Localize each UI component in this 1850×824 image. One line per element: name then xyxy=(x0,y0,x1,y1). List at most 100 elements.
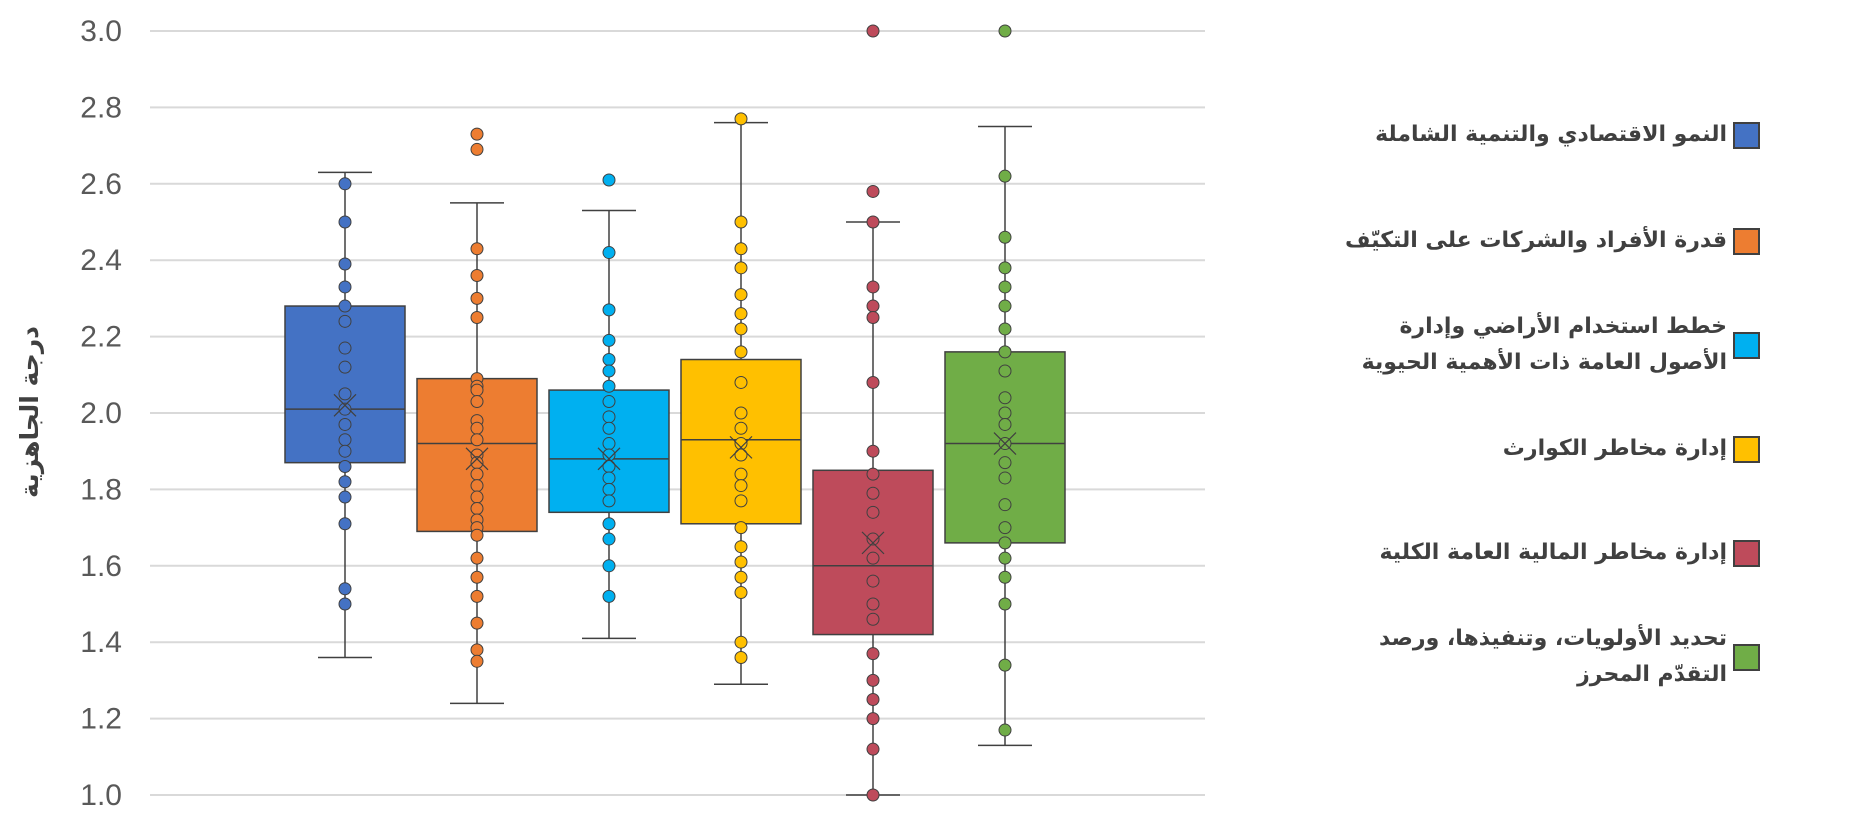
data-point xyxy=(602,303,616,317)
data-point xyxy=(998,24,1012,38)
mean-marker xyxy=(729,435,753,459)
data-point xyxy=(602,421,616,435)
data-point xyxy=(470,242,484,256)
legend-label: النمو الاقتصادي والتنمية الشاملة xyxy=(1375,122,1727,147)
data-point xyxy=(734,555,748,569)
legend-item: خطط استخدام الأراضي وإدارة الأصول العامة… xyxy=(1327,309,1760,381)
data-point xyxy=(998,406,1012,420)
legend-swatch xyxy=(1733,227,1760,255)
data-point xyxy=(866,673,880,687)
legend-label: قدرة الأفراد والشركات على التكيّف xyxy=(1345,228,1727,253)
data-point xyxy=(866,444,880,458)
data-point xyxy=(470,268,484,282)
data-point xyxy=(734,570,748,584)
data-point xyxy=(602,246,616,260)
data-point xyxy=(866,551,880,565)
data-point xyxy=(470,528,484,542)
mean-marker xyxy=(333,393,357,417)
data-point xyxy=(866,574,880,588)
box-group xyxy=(812,24,934,802)
data-point xyxy=(470,127,484,141)
data-point xyxy=(866,693,880,706)
data-point xyxy=(866,788,880,802)
data-point xyxy=(470,421,484,435)
data-point xyxy=(866,184,880,198)
data-point xyxy=(338,582,352,596)
data-point xyxy=(734,215,748,229)
data-point xyxy=(338,597,352,611)
data-point xyxy=(734,586,748,600)
data-point xyxy=(734,322,748,336)
legend-label: إدارة مخاطر المالية العامة الكلية xyxy=(1379,540,1727,565)
data-point xyxy=(734,242,748,256)
data-point xyxy=(338,459,352,473)
y-tick-label: 2.8 xyxy=(80,91,122,124)
data-point xyxy=(470,551,484,565)
box-group xyxy=(416,127,538,705)
data-point xyxy=(338,257,352,271)
data-point xyxy=(602,494,616,508)
data-point xyxy=(866,215,880,229)
data-point xyxy=(998,280,1012,294)
data-point xyxy=(866,612,880,626)
data-point xyxy=(998,551,1012,565)
y-tick-label: 2.4 xyxy=(80,244,122,277)
mean-marker xyxy=(465,447,489,471)
data-point xyxy=(998,230,1012,244)
data-point xyxy=(338,314,352,328)
data-point xyxy=(470,433,484,447)
data-point xyxy=(338,177,352,191)
data-point xyxy=(734,494,748,508)
y-tick-label: 1.8 xyxy=(80,473,122,506)
data-point xyxy=(338,402,352,416)
y-tick-label: 1.6 xyxy=(80,550,122,583)
data-point xyxy=(998,498,1012,512)
data-point xyxy=(998,169,1012,183)
data-point xyxy=(602,173,616,187)
data-point xyxy=(602,559,616,573)
data-point xyxy=(470,395,484,409)
data-point xyxy=(602,353,616,367)
box-plot-chart: 1.0 1.2 1.4 1.6 1.8 2.0 2.2 2.4 2.6 2.8 3.0 درجة ا… xyxy=(15,15,1205,812)
data-point xyxy=(734,261,748,275)
legend-swatch xyxy=(1733,435,1760,463)
y-tick-label: 1.4 xyxy=(80,626,122,659)
legend-label: خطط استخدام الأراضي وإدارة الأصول العامة… xyxy=(1361,314,1727,375)
data-point xyxy=(734,345,748,359)
y-tick-label: 1.2 xyxy=(80,703,122,736)
data-point xyxy=(470,311,484,324)
data-point xyxy=(470,490,484,504)
boxes xyxy=(284,24,1066,802)
data-point xyxy=(734,375,748,389)
data-point xyxy=(998,345,1012,359)
mean-marker xyxy=(861,531,885,555)
y-tick-label: 2.6 xyxy=(80,168,122,201)
data-point xyxy=(998,597,1012,611)
data-point xyxy=(338,215,352,229)
data-point xyxy=(734,288,748,302)
data-point xyxy=(866,467,880,481)
data-point xyxy=(602,333,616,347)
data-point xyxy=(602,437,616,451)
data-point xyxy=(998,322,1012,336)
legend-label: تحديد الأولويات، وتنفيذها، ورصد التقدّم … xyxy=(1378,626,1727,687)
legend-item: إدارة مخاطر المالية العامة الكلية xyxy=(1379,535,1760,571)
data-point xyxy=(338,433,352,447)
data-point xyxy=(734,467,748,481)
data-point xyxy=(470,616,484,630)
data-point xyxy=(998,521,1012,535)
legend-label: إدارة مخاطر الكوارث xyxy=(1502,436,1727,461)
y-tick-label: 3.0 xyxy=(80,15,122,48)
data-point xyxy=(866,375,880,389)
legend: النمو الاقتصادي والتنمية الشاملة قدرة الأ… xyxy=(1300,0,1760,824)
y-tick-label: 2.2 xyxy=(80,321,122,354)
data-point xyxy=(734,307,748,321)
legend-swatch xyxy=(1733,331,1760,359)
legend-swatch xyxy=(1733,643,1760,671)
y-tick-label: 2.0 xyxy=(80,397,122,430)
box-group xyxy=(680,112,802,685)
data-point xyxy=(998,456,1012,470)
data-point xyxy=(998,261,1012,275)
box-group xyxy=(944,24,1066,747)
legend-item: تحديد الأولويات، وتنفيذها، ورصد التقدّم … xyxy=(1327,621,1760,693)
